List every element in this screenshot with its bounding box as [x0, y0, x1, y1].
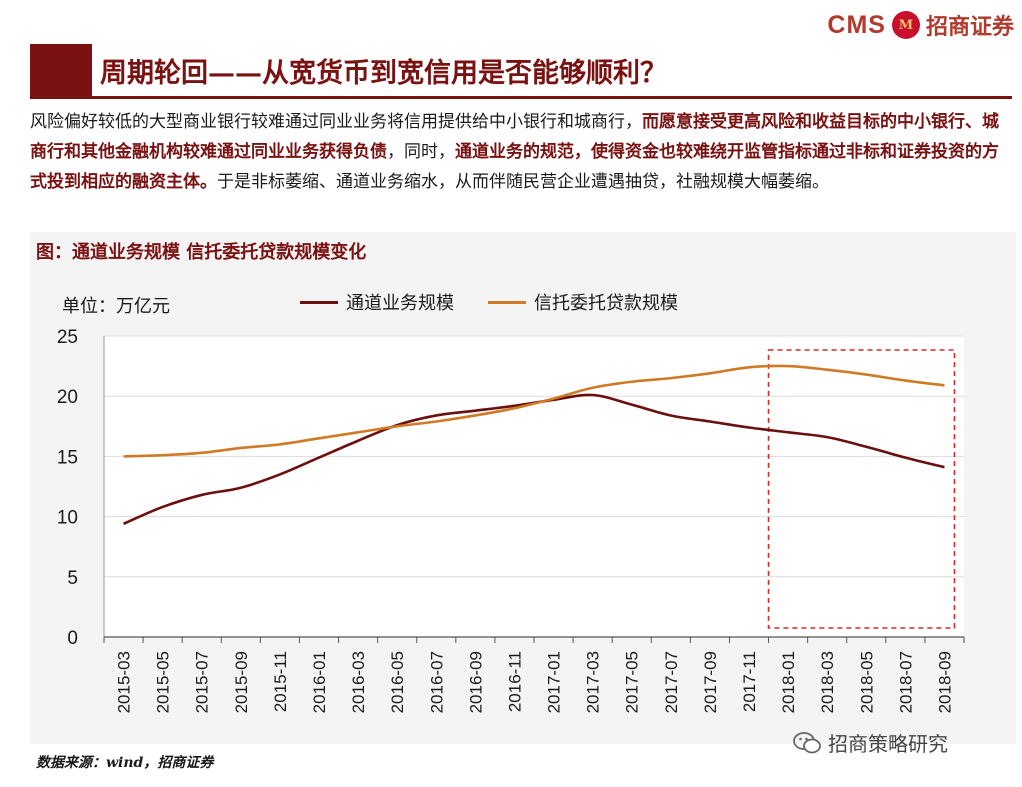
body-paragraph: 风险偏好较低的大型商业银行较难通过同业业务将信用提供给中小银行和城商行，而愿意接…: [30, 107, 1010, 197]
x-tick-label: 2018-07: [896, 651, 915, 713]
x-tick-label: 2017-07: [662, 651, 681, 713]
legend-label-channel: 通道业务规模: [346, 293, 454, 314]
x-tick-label: 2016-01: [310, 651, 329, 713]
logo-cn-text: 招商证券: [925, 14, 1014, 40]
legend-item-trust: 信托委托贷款规模: [488, 289, 678, 315]
paragraph-emphasis-2: 通道业务的规范，使得资金也较难绕开监管指标通过非标和证券投资的方式投到相应的融资…: [30, 142, 999, 192]
x-tick-label: 2018-09: [935, 651, 954, 713]
title-divider: [30, 96, 1012, 99]
legend-item-channel: 通道业务规模: [300, 289, 454, 315]
x-tick-label: 2015-11: [271, 651, 290, 712]
paragraph-emphasis-1: 而愿意接受更高风险和收益目标的中小银行、城商行和其他金融机构较难通过同业业务获得…: [30, 112, 999, 162]
x-tick-label: 2016-05: [388, 651, 407, 713]
y-tick-label: 25: [57, 327, 78, 348]
paragraph-text-3: 于是非标萎缩、通道业务缩水，从而伴随民营企业遭遇抽贷，社融规模大幅萎缩。: [217, 172, 829, 192]
series-line-1: [123, 364, 945, 458]
x-tick-label: 2015-09: [232, 651, 251, 713]
x-tick-label: 2016-07: [427, 651, 446, 713]
y-tick-label: 10: [57, 508, 78, 529]
paragraph-text-1: 风险偏好较低的大型商业银行较难通过同业业务将信用提供给中小银行和城商行，: [30, 112, 642, 132]
y-tick-label: 20: [57, 387, 78, 408]
x-tick-label: 2018-05: [857, 651, 876, 713]
legend-label-trust: 信托委托贷款规模: [534, 293, 678, 314]
watermark-text: 招商策略研究: [828, 732, 948, 756]
watermark: 招商策略研究: [792, 728, 948, 757]
x-tick-label: 2017-11: [740, 651, 759, 712]
data-source: 数据来源：wind，招商证券: [36, 755, 214, 771]
y-tick-label: 5: [67, 568, 78, 589]
x-tick-label: 2016-11: [505, 651, 524, 712]
x-tick-label: 2016-09: [466, 651, 485, 713]
wechat-icon: [793, 731, 821, 753]
slide-title-bar: 周期轮回——从宽货币到宽信用是否能够顺利？: [30, 44, 1012, 96]
figure-title: 图：通道业务规模 信托委托贷款规模变化: [36, 242, 367, 263]
paragraph-text-2: ，同时，: [387, 142, 455, 162]
plot-area: [104, 336, 964, 637]
logo-cms-text: CMS: [827, 10, 886, 39]
title-accent-block: [30, 44, 92, 96]
y-tick-label: 0: [67, 628, 78, 649]
legend-swatch-trust: [488, 300, 526, 304]
logo-seal-icon: M: [891, 11, 920, 39]
brand-logo: CMS M 招商证券: [827, 8, 1014, 42]
x-tick-label: 2017-03: [584, 651, 603, 713]
x-tick-label: 2018-03: [818, 651, 837, 713]
legend-swatch-channel: [300, 300, 338, 304]
x-tick-label: 2017-05: [623, 651, 642, 713]
unit-label: 单位：万亿元: [62, 296, 170, 317]
x-tick-label: 2017-01: [545, 651, 564, 713]
x-tick-label: 2018-01: [779, 651, 798, 713]
x-tick-label: 2015-07: [193, 651, 212, 713]
x-tick-label: 2017-09: [701, 651, 720, 713]
slide-title: 周期轮回——从宽货币到宽信用是否能够顺利？: [100, 57, 667, 89]
chart-legend: 通道业务规模 信托委托贷款规模: [300, 289, 678, 315]
x-tick-label: 2016-03: [349, 651, 368, 713]
x-tick-label: 2015-03: [115, 651, 134, 713]
y-tick-label: 15: [57, 447, 78, 468]
highlight-box: [767, 349, 956, 629]
x-tick-label: 2015-05: [154, 651, 173, 713]
